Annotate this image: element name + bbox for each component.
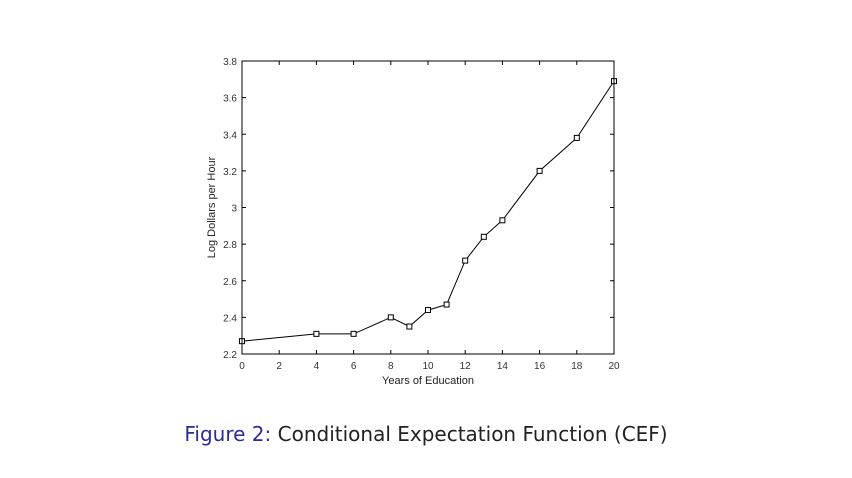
figure-caption-text: Conditional Expectation Function (CEF)	[277, 422, 668, 446]
x-tick-label: 0	[239, 361, 245, 372]
y-tick-label: 2.2	[223, 350, 237, 361]
data-point-marker	[480, 233, 487, 240]
y-tick-label: 2.6	[223, 277, 237, 288]
x-tick-label: 14	[497, 361, 509, 372]
figure-caption: Figure 2: Conditional Expectation Functi…	[0, 422, 852, 446]
figure-label: Figure 2:	[184, 422, 272, 446]
x-tick-label: 6	[351, 361, 357, 372]
series-layer	[239, 78, 617, 345]
plot-frame	[241, 60, 615, 355]
x-axis-title: Years of Education	[382, 375, 474, 387]
data-point-marker	[425, 307, 431, 314]
y-tick-label: 3.4	[223, 130, 237, 141]
y-tick-label: 2.8	[223, 240, 237, 251]
data-point-marker	[443, 301, 450, 308]
data-point-marker	[573, 134, 580, 141]
data-point-marker	[406, 323, 413, 330]
y-tick-label: 3.2	[223, 167, 237, 178]
y-tick-label: 3.6	[223, 94, 237, 105]
y-axis-title: Log Dollars per Hour	[206, 156, 218, 258]
x-axis-ticks: 0 2 4 6 8 10 12 14 16 18 20	[239, 61, 620, 372]
y-tick-label: 3	[231, 204, 237, 215]
y-tick-label: 3.8	[223, 57, 237, 68]
data-point-marker	[350, 330, 357, 337]
series-line	[241, 80, 615, 342]
x-tick-label: 4	[314, 361, 320, 372]
cef-line-chart: 0 2 4 6 8 10 12 14 16 18 20 2.2 2.4 2.6 2.8 3 3.2 3.4 3.6…	[206, 57, 620, 387]
data-point-marker	[536, 167, 543, 174]
x-tick-label: 18	[571, 361, 583, 372]
data-point-marker	[313, 330, 320, 337]
y-tick-label: 2.4	[223, 313, 237, 324]
data-point-marker	[499, 217, 506, 224]
y-axis-ticks: 2.2 2.4 2.6 2.8 3 3.2 3.4 3.6 3.8	[223, 57, 614, 361]
x-tick-label: 16	[534, 361, 546, 372]
x-tick-label: 8	[388, 361, 394, 372]
x-tick-label: 10	[422, 361, 434, 372]
x-tick-label: 20	[608, 361, 620, 372]
data-point-marker	[387, 314, 394, 321]
x-tick-label: 2	[276, 361, 282, 372]
data-point-marker	[462, 257, 469, 264]
x-tick-label: 12	[460, 361, 472, 372]
